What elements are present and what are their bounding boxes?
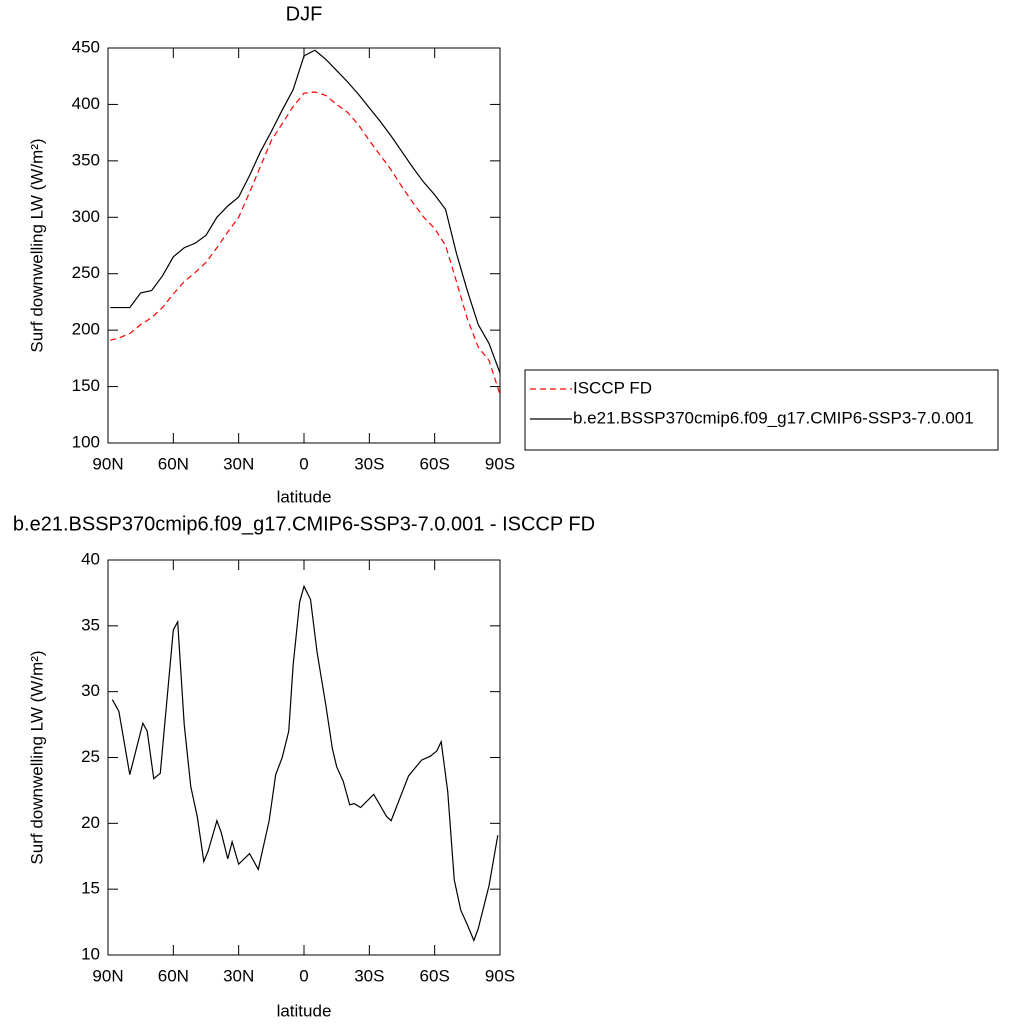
chart-title: DJF [286, 3, 323, 25]
y-tick-label: 200 [72, 320, 100, 339]
y-tick-label: 300 [72, 207, 100, 226]
y-tick-label: 30 [81, 681, 100, 700]
y-tick-label: 150 [72, 376, 100, 395]
x-tick-label: 60N [158, 966, 189, 985]
x-axis-label: latitude [277, 1001, 332, 1020]
x-tick-label: 30N [223, 454, 254, 473]
y-tick-label: 450 [72, 37, 100, 56]
x-tick-label: 0 [299, 454, 308, 473]
plot-frame [107, 559, 501, 956]
x-tick-label: 30N [223, 966, 254, 985]
y-tick-label: 10 [81, 944, 100, 963]
y-axis-label: Surf downwelling LW (W/m²) [27, 650, 46, 864]
y-tick-label: 350 [72, 150, 100, 169]
x-tick-label: 90N [92, 454, 123, 473]
plot-frame [107, 47, 501, 444]
legend-label: ISCCP FD [573, 378, 652, 397]
x-tick-label: 30S [354, 966, 384, 985]
x-axis-label: latitude [277, 487, 332, 506]
y-tick-label: 15 [81, 879, 100, 898]
x-tick-label: 30S [354, 454, 384, 473]
x-tick-label: 60S [420, 454, 450, 473]
y-tick-label: 40 [81, 549, 100, 568]
x-tick-label: 60N [158, 454, 189, 473]
y-axis-label: Surf downwelling LW (W/m²) [27, 138, 46, 352]
legend-label: b.e21.BSSP370cmip6.f09_g17.CMIP6-SSP3-7.… [573, 408, 974, 427]
legend-box [524, 369, 999, 451]
x-tick-label: 60S [420, 966, 450, 985]
x-tick-label: 90S [485, 966, 515, 985]
data-line [110, 49, 501, 374]
chart-title: b.e21.BSSP370cmip6.f09_g17.CMIP6-SSP3-7.… [13, 513, 595, 535]
y-tick-label: 400 [72, 94, 100, 113]
y-tick-label: 250 [72, 263, 100, 282]
x-tick-label: 90N [92, 966, 123, 985]
y-tick-label: 20 [81, 813, 100, 832]
y-tick-label: 25 [81, 747, 100, 766]
data-line [111, 584, 499, 943]
y-tick-label: 100 [72, 432, 100, 451]
x-tick-label: 90S [485, 454, 515, 473]
y-tick-label: 35 [81, 615, 100, 634]
x-tick-label: 0 [299, 966, 308, 985]
data-line [110, 91, 501, 395]
